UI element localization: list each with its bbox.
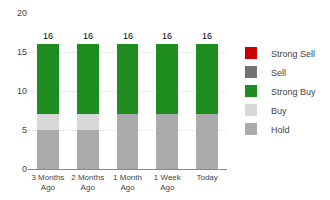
svg-text:1 WeekAgo: 1 WeekAgo — [154, 173, 182, 192]
svg-text:5: 5 — [22, 125, 27, 135]
svg-text:16: 16 — [202, 31, 212, 41]
svg-text:Buy: Buy — [271, 106, 287, 116]
svg-text:Hold: Hold — [271, 125, 290, 135]
svg-text:16: 16 — [162, 31, 172, 41]
svg-text:2 MonthsAgo: 2 MonthsAgo — [71, 173, 104, 192]
svg-text:0: 0 — [22, 164, 27, 174]
svg-text:16: 16 — [83, 31, 93, 41]
svg-text:16: 16 — [123, 31, 133, 41]
svg-text:Today: Today — [196, 173, 217, 182]
svg-text:3 MonthsAgo: 3 MonthsAgo — [31, 173, 64, 192]
svg-text:Strong Sell: Strong Sell — [271, 49, 315, 59]
svg-text:Sell: Sell — [271, 68, 286, 78]
svg-text:20: 20 — [17, 8, 27, 18]
svg-text:10: 10 — [17, 86, 27, 96]
svg-text:16: 16 — [43, 31, 53, 41]
svg-text:1 MonthAgo: 1 MonthAgo — [113, 173, 142, 192]
svg-text:Strong Buy: Strong Buy — [271, 87, 316, 97]
svg-text:15: 15 — [17, 47, 27, 57]
